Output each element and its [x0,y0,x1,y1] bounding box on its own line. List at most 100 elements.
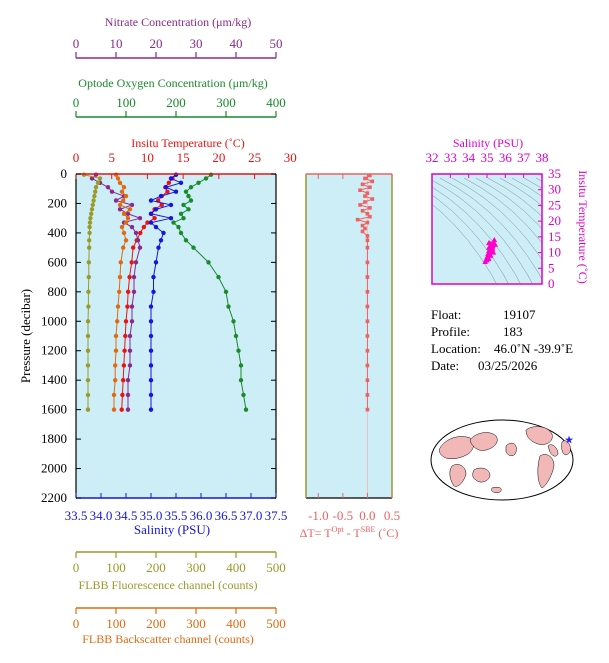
salinity-point [151,274,156,280]
temperature-point [141,224,147,230]
fluorescence-point [85,392,91,398]
delta-t-point [368,185,372,190]
backscatter-point [115,176,121,181]
salinity-point [161,230,166,236]
delta-t-point [363,226,367,231]
float-info: Float: 19107 Profile: 183 Location: 46.0… [431,307,573,373]
fluorescence-point [92,193,97,199]
ts-temperature-tick-label: 20 [548,213,561,228]
nitrate-point [113,198,119,203]
fluorescence-point [86,260,92,265]
salinity-axis-title: Salinity (PSU) [134,522,210,537]
ts-point [487,252,494,258]
pressure-tick-label: 600 [48,254,68,269]
salinity-series [148,172,184,412]
delta-t-point [365,211,370,216]
backscatter-axis-title: FLBB Backscatter channel (counts) [82,632,254,646]
delta-t-tick-label: -0.5 [333,508,354,523]
nitrate-point [125,211,131,216]
salinity-tick-label: 37.0 [240,508,263,523]
fluorescence-point [87,238,92,243]
salinity-point [148,392,154,398]
oxygen-tick-label: 400 [266,95,286,110]
isopycnal-line [432,186,522,284]
salinity-point [148,348,154,353]
delta-t-point [360,182,365,187]
isopycnal-line [432,194,510,284]
ts-point [492,241,499,247]
world-map: ★ [430,419,574,501]
salinity-tick-label: 35.5 [165,508,188,523]
fluorescence-tick-label: 200 [146,560,166,575]
backscatter-point [121,211,127,216]
oxygen-point [191,245,196,250]
temperature-point [125,304,130,309]
delta-t-point [358,203,362,207]
fluorescence-point [86,304,91,309]
fluorescence-point [87,230,92,236]
delta-t-tick-label: 0.0 [359,508,375,523]
salinity-tick-label: 37.5 [265,508,288,523]
temperature-point [145,220,150,225]
location-label: Location: [431,341,481,356]
pressure-tick-label: 2200 [41,490,67,505]
temperature-tick-label: 15 [177,150,190,165]
nitrate-point [131,289,137,295]
temperature-point [166,180,172,186]
ts-salinity-tick-labels: 32 33 34 35 36 37 38 [426,150,549,165]
ts-diagram: Salinity (PSU) 32 33 34 35 36 37 38 0510152025… [426,136,591,291]
salinity-tick-label: 34.5 [115,508,138,523]
delta-t-plot: -1.0 -0.5 0.0 0.5 ΔT= TOpt - TSBE (˚C) [300,173,400,540]
delta-t-axis-title: ΔT= TOpt - TSBE (˚C) [300,525,399,540]
salinity-point [148,333,154,339]
delta-t-point [368,173,372,178]
oxygen-point [188,185,194,190]
backscatter-point [123,238,129,243]
fluorescence-point [89,211,94,216]
backscatter-point [121,245,126,250]
oxygen-point [171,220,176,225]
temperature-axis: Insitu Temperature (˚C) 0 5 10 15 20 25 30 [73,136,297,165]
delta-t-point [365,334,370,338]
fluorescence-point [95,180,101,186]
isopycnal-lines [432,177,542,284]
nitrate-point [137,245,143,250]
backscatter-point [115,304,121,309]
nitrate-point [133,230,139,236]
pressure-tick-label: 1200 [41,343,67,358]
backscatter-tick-labels: 0 100 200 300 400 500 [73,616,286,631]
ts-temperature-tick-label: 30 [548,182,561,197]
temperature-point [125,289,131,295]
ts-temperature-tick-label: 35 [548,166,561,181]
temperature-point [121,363,127,368]
fluorescence-point [85,333,91,339]
ts-temperature-axis-title: Insitu Temperature (˚C) [576,170,590,284]
salinity-point [153,207,159,212]
salinity-point [173,189,179,194]
nitrate-point [125,377,131,383]
temperature-point [152,215,157,221]
temperature-point [165,189,170,194]
fluorescence-point [90,202,96,208]
backscatter-point [113,348,119,353]
oxygen-axis-title: Optode Oxygen Concentration (μm/kg) [78,76,267,90]
ts-point [486,240,492,246]
nitrate-axis: Nitrate Concentration (μm/kg) 0 10 20 30 40 5… [73,15,283,59]
backscatter-point [121,198,126,203]
isopycnal-line [439,177,542,280]
delta-t-point [365,260,370,265]
ts-temperature-tick-label: 0 [548,276,555,291]
delta-t-point [365,245,370,250]
backscatter-axis: 0 100 200 300 400 500 FLBB Backscatter channe… [73,607,286,646]
backscatter-point [117,202,123,208]
nitrate-point [127,363,133,368]
pressure-tick-labels: 0 200 400 600 800 1000 1200 1400 1600 1800 2000 220… [41,166,67,505]
backscatter-point [117,180,123,186]
salinity-point [158,238,164,243]
pressure-tick-label: 400 [48,225,68,240]
fluorescence-point [85,348,91,353]
temperature-tick-label: 0 [73,150,80,165]
oxygen-point [238,363,244,368]
temperature-point [130,245,136,250]
temperature-point [120,392,125,398]
